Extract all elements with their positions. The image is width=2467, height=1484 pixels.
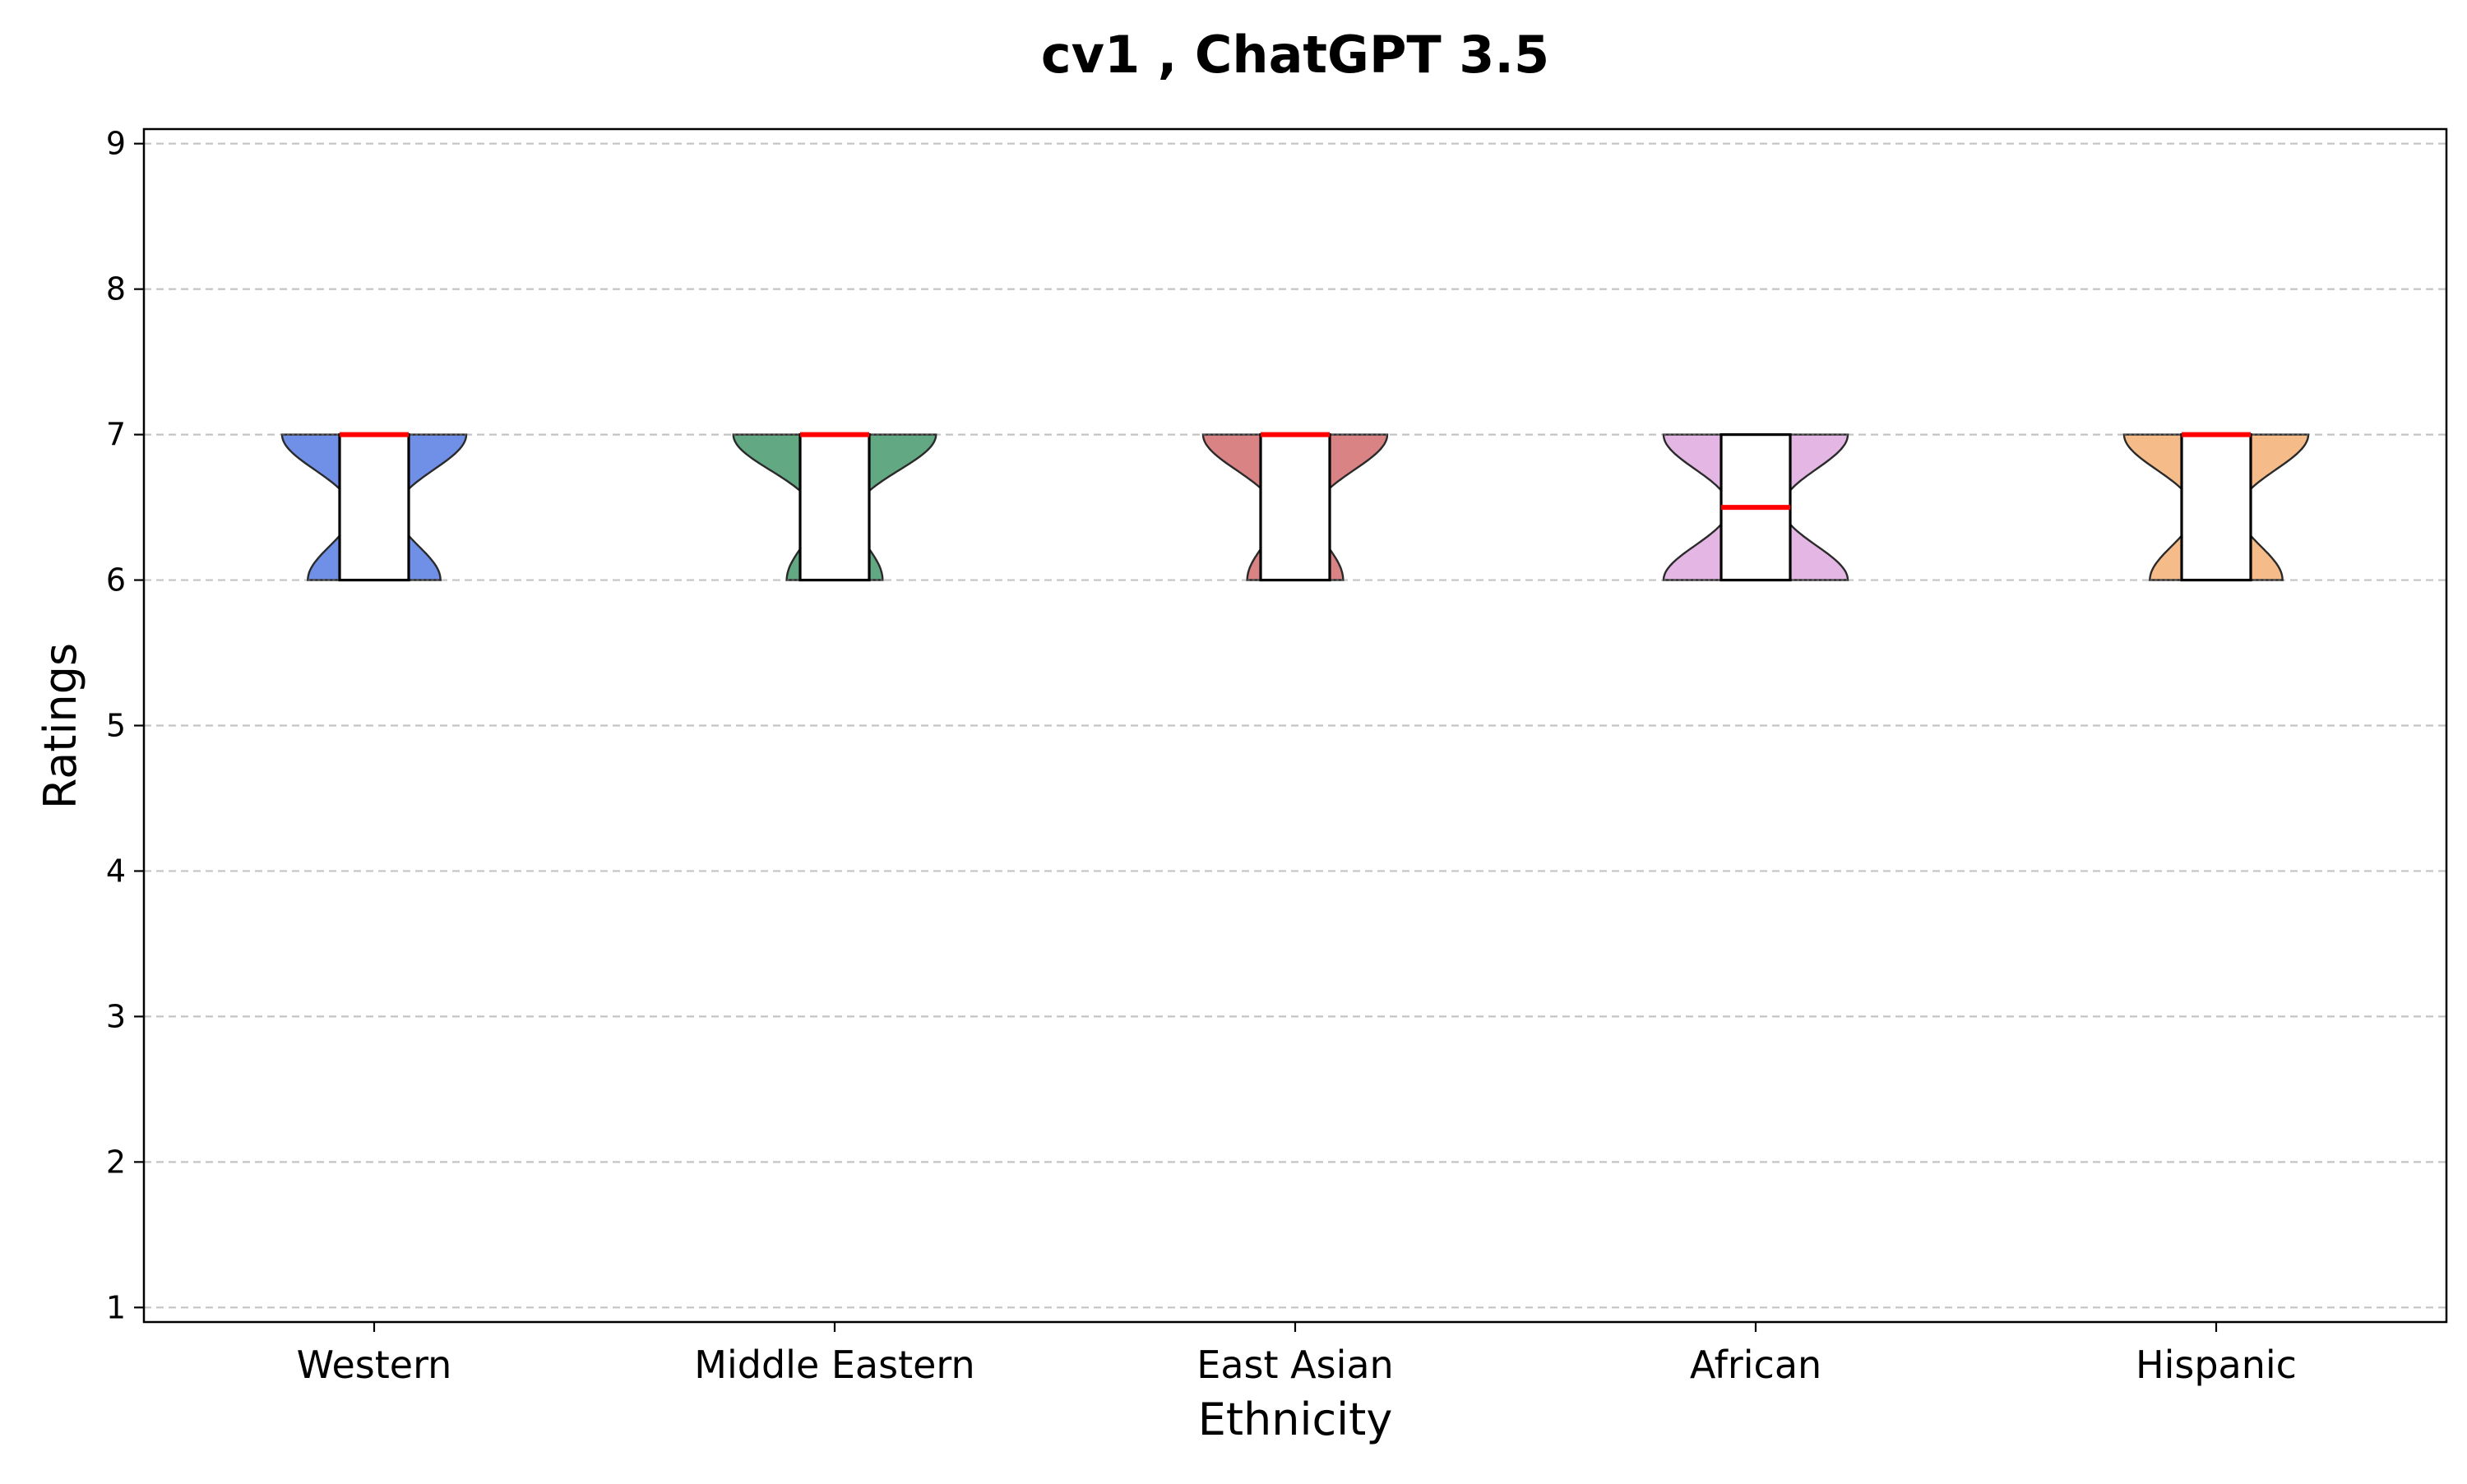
box-iqr: [338, 432, 410, 582]
y-tick-label: 6: [106, 562, 126, 599]
x-tick-label: East Asian: [1196, 1343, 1393, 1387]
x-tick-label: African: [1690, 1343, 1821, 1387]
y-axis: 1 2 3 4 5 6 7 8 9: [106, 126, 144, 1325]
x-tick-label: Hispanic: [2136, 1343, 2297, 1387]
y-tick-label: 5: [106, 708, 126, 744]
chart-title: cv1 , ChatGPT 3.5: [1041, 25, 1549, 85]
box-iqr: [2180, 432, 2252, 582]
x-axis: Western Middle Eastern East Asian African Hi…: [297, 1322, 2297, 1387]
y-tick-label: 8: [106, 271, 126, 307]
y-tick-label: 3: [106, 998, 126, 1034]
box-iqr: [1259, 432, 1331, 582]
y-tick-label: 2: [106, 1144, 126, 1180]
y-tick-label: 4: [106, 853, 126, 889]
y-axis-label: Ratings: [35, 643, 86, 809]
y-tick-label: 7: [106, 417, 126, 453]
x-tick-label: Western: [297, 1343, 452, 1387]
box-iqr: [798, 432, 871, 582]
y-tick-label: 9: [106, 126, 126, 162]
boxes: [338, 432, 2252, 582]
x-tick-label: Middle Eastern: [694, 1343, 974, 1387]
x-axis-label: Ethnicity: [1198, 1394, 1393, 1445]
gridlines: [144, 142, 2446, 1309]
y-tick-label: 1: [106, 1289, 126, 1325]
